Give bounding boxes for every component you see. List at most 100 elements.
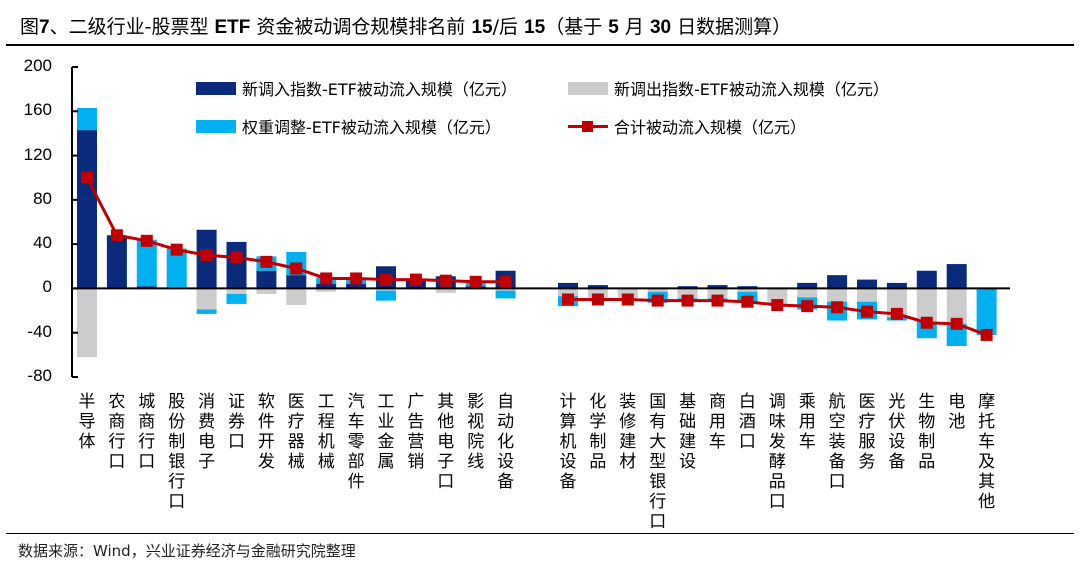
x-tick-label: 生物制品 — [918, 392, 936, 472]
legend-label-new-in: 新调入指数-ETF被动流入规模（亿元） — [242, 80, 517, 99]
chart-title: 图7、二级行业-股票型 ETF 资金被动调仓规模排名前 15/后 15（基于 5… — [20, 12, 791, 39]
bar-series0 — [737, 286, 758, 289]
source-note: 数据来源：Wind，兴业证券经济与金融研究院整理 — [18, 542, 356, 560]
total-marker — [980, 328, 993, 341]
bar-series1 — [827, 288, 848, 302]
bar-series1 — [376, 288, 396, 291]
total-marker — [380, 273, 392, 286]
footer-rule — [6, 533, 1074, 534]
y-tick-label: -80 — [27, 366, 52, 385]
title-text6: 日数据测算） — [671, 16, 792, 38]
bar-series0 — [946, 264, 967, 289]
title-d: 30 — [649, 17, 672, 38]
y-tick-label: 0 — [42, 277, 52, 297]
x-tick-label: 基础建设 — [679, 392, 697, 472]
bar-series2 — [976, 288, 997, 335]
total-marker — [861, 305, 873, 318]
bar-series2 — [166, 248, 187, 288]
bar-series1 — [737, 288, 758, 292]
total-marker — [890, 307, 903, 320]
total-marker — [651, 294, 664, 307]
x-tick-label: 国有大型银行口 — [649, 392, 667, 532]
x-tick-label: 汽车零部件 — [347, 392, 365, 492]
y-tick-label: -40 — [27, 321, 52, 341]
y-tick-label: 160 — [23, 100, 52, 120]
total-marker — [801, 300, 814, 313]
bar-series2 — [376, 290, 396, 301]
total-marker — [260, 255, 273, 268]
total-marker — [81, 171, 93, 184]
bar-series1 — [617, 288, 638, 299]
x-tick-label: 医疗服务 — [858, 392, 876, 472]
x-tick-label: 白酒口 — [738, 392, 756, 452]
bar-series0 — [707, 285, 728, 289]
bar-series1 — [286, 288, 307, 306]
bar-series0 — [677, 286, 698, 289]
x-tick-label: 化学制品 — [589, 392, 607, 472]
legend-swatch-weight — [196, 119, 236, 133]
x-tick-label: 电池 — [948, 392, 966, 432]
total-marker — [140, 234, 153, 247]
y-tick-label: 120 — [23, 144, 52, 164]
x-tick-label: 证券口 — [228, 392, 245, 452]
x-tick-label: 工业金属 — [377, 392, 395, 472]
bar-series1 — [946, 288, 967, 324]
x-tick-label: 摩托车及其他 — [978, 392, 996, 512]
title-prefix: 图 — [20, 16, 40, 38]
legend-label-total: 合计被动流入规模（亿元） — [614, 118, 807, 137]
bar-series0 — [587, 285, 608, 289]
x-tick-label: 装修建材 — [619, 392, 637, 472]
x-tick-label: 城商行口 — [138, 392, 156, 472]
bar-series1 — [316, 288, 337, 292]
total-marker — [950, 317, 963, 330]
x-tick-label: 医疗器械 — [287, 392, 305, 472]
title-n2: 15 — [524, 17, 546, 38]
x-tick-label: 自动化设备 — [497, 392, 515, 492]
bar-series1 — [916, 288, 937, 322]
bar-series0 — [797, 282, 818, 289]
bar-series2 — [136, 239, 157, 287]
x-tick-label: 乘用车 — [798, 392, 816, 452]
bar-series2 — [226, 293, 247, 304]
bar-series1 — [647, 288, 668, 292]
bar-series1 — [707, 288, 728, 299]
total-marker — [711, 294, 724, 307]
total-marker — [562, 293, 574, 306]
x-tick-label: 光伏设备 — [888, 392, 906, 472]
x-tick-label: 软件开发 — [257, 392, 275, 472]
title-text1: 、二级行业-股票型 — [49, 16, 215, 38]
total-marker — [320, 272, 333, 285]
title-num: 7 — [39, 17, 50, 38]
legend-item-total: 合计被动流入规模（亿元） — [568, 114, 806, 138]
bar-series1 — [435, 288, 456, 293]
bar-series0 — [136, 286, 157, 289]
title-text3: /后 — [492, 16, 525, 38]
x-tick-label: 商用车 — [709, 392, 726, 452]
total-marker — [439, 274, 452, 287]
total-marker — [681, 294, 694, 307]
legend-label-weight: 权重调整-ETF被动流入规模（亿元） — [242, 118, 501, 137]
bar-series2 — [196, 309, 217, 314]
total-marker — [741, 295, 754, 308]
title-text5: 月 — [618, 16, 650, 38]
bar-series1 — [256, 288, 277, 294]
legend-swatch-new-in — [196, 81, 236, 95]
bar-series1 — [797, 288, 818, 298]
bar-series1 — [587, 288, 608, 299]
legend-label-new-out: 新调出指数-ETF被动流入规模（亿元） — [614, 80, 889, 99]
bar-series0 — [916, 270, 937, 289]
total-marker — [350, 272, 363, 285]
total-marker — [469, 275, 482, 288]
bar-series0 — [857, 279, 877, 289]
x-tick-label: 股份制银行口 — [168, 392, 186, 512]
x-tick-label: 广告营销 — [407, 392, 425, 472]
title-m: 5 — [608, 17, 619, 38]
bar-series2 — [77, 107, 97, 131]
bar-series0 — [77, 130, 97, 289]
x-tick-label: 农商行口 — [108, 392, 126, 472]
x-tick-label: 半导体 — [78, 392, 96, 452]
bar-series1 — [857, 288, 877, 302]
legend-swatch-new-out — [568, 81, 608, 95]
y-tick-label: 40 — [33, 233, 52, 253]
